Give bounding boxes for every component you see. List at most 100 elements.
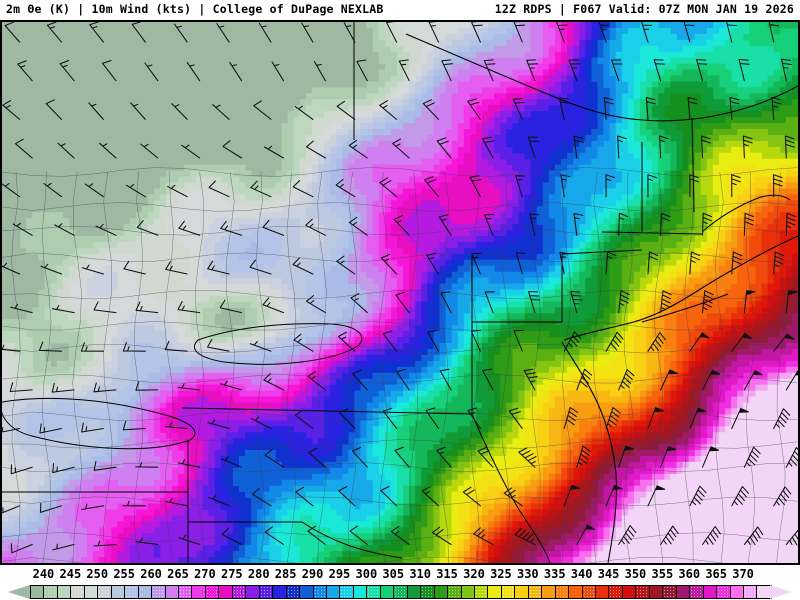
colorbar-swatch	[542, 586, 556, 598]
wind-barb	[10, 543, 33, 554]
colorbar-swatch	[501, 586, 516, 598]
wind-barb	[52, 463, 75, 474]
wind-barb	[611, 59, 623, 82]
wind-barb	[515, 175, 526, 198]
wind-barb	[164, 340, 188, 352]
wind-barb	[660, 369, 678, 391]
wind-barb	[89, 22, 104, 43]
wind-barb	[348, 216, 368, 236]
wind-barb	[338, 486, 356, 507]
colorbar-tick-label: 325	[490, 567, 512, 581]
wind-barb	[560, 174, 571, 198]
wind-barb	[229, 61, 243, 82]
wind-barb	[81, 264, 104, 275]
colorbar-swatch	[434, 586, 449, 598]
boundary-line	[691, 117, 695, 213]
wind-barb	[2, 262, 21, 275]
wind-barb	[263, 145, 285, 159]
thetae-band	[2, 22, 398, 374]
wind-barb	[81, 422, 104, 433]
colorbar-tick-label: 290	[301, 567, 324, 581]
wind-barb	[726, 22, 737, 43]
colorbar-swatch	[596, 586, 610, 598]
wind-barb	[305, 140, 326, 159]
wind-barb-layer	[2, 22, 798, 554]
wind-barb	[700, 135, 711, 159]
wind-barb	[605, 484, 623, 507]
wind-barb	[379, 177, 398, 198]
wind-barb	[394, 446, 410, 468]
wind-barb	[395, 291, 410, 314]
wind-barb	[123, 260, 146, 275]
wind-barb	[9, 382, 33, 393]
wind-barb	[294, 105, 314, 120]
wind-barb	[438, 214, 452, 236]
wind-barb	[513, 329, 524, 352]
wind-barb	[122, 500, 146, 507]
boundary-line	[701, 194, 791, 233]
wind-barb	[618, 525, 637, 546]
boundary-line	[2, 397, 196, 450]
wind-barb	[379, 100, 398, 120]
wind-barb	[696, 58, 708, 82]
wind-barb	[39, 423, 63, 434]
wind-barb	[559, 251, 570, 275]
thetae-band	[93, 22, 562, 563]
colorbar-tick-label: 360	[678, 567, 701, 581]
boundary-line	[471, 413, 551, 563]
colorbar-swatch	[367, 586, 381, 598]
colorbar-swatch	[259, 586, 274, 598]
wind-barb	[641, 22, 653, 43]
wind-barb	[570, 290, 583, 314]
wind-barb	[348, 139, 368, 159]
map-frame[interactable]	[0, 20, 800, 565]
wind-barb	[52, 543, 75, 551]
wind-barb	[423, 176, 440, 198]
wind-barb	[660, 212, 671, 236]
wind-barb	[45, 99, 63, 120]
colorbar-swatch	[394, 586, 408, 598]
thetae-band	[512, 295, 798, 563]
wind-barb	[689, 174, 699, 198]
colorbar-swatch	[717, 586, 731, 598]
wind-barb	[307, 370, 326, 391]
wind-barb	[51, 304, 75, 314]
colorbar-tick-labels: 240 245 250 255 260 265 270 275 280 285 290 295 300 3…	[0, 565, 800, 584]
wind-barb	[10, 303, 33, 314]
colorbar-swatch	[232, 586, 247, 598]
thetae-contour-fills	[2, 22, 798, 563]
colorbar-swatch	[273, 586, 287, 598]
wind-barb	[508, 407, 523, 430]
thetae-band	[451, 170, 798, 563]
wind-barb	[398, 59, 410, 82]
wind-barb	[250, 416, 272, 430]
thetae-band	[2, 22, 532, 563]
boundary-line	[563, 235, 798, 341]
thetae-band	[482, 212, 798, 563]
wind-barb	[785, 212, 796, 236]
wind-barb	[262, 297, 285, 314]
colorbar-tick-label: 330	[516, 567, 539, 581]
wind-barb	[503, 487, 523, 507]
wind-barb	[743, 526, 764, 546]
colorbar-low-cap	[8, 585, 30, 599]
wind-barb	[771, 96, 782, 120]
map-canvas[interactable]	[2, 22, 798, 563]
wind-barb	[780, 58, 792, 82]
colorbar-tick-label: 270	[194, 567, 216, 581]
colorbar-swatch	[744, 586, 758, 598]
wind-barb	[131, 22, 146, 43]
wind-barb	[701, 446, 720, 468]
colorbar-swatch	[676, 586, 691, 598]
wind-barb	[208, 495, 230, 507]
wind-barb	[380, 485, 398, 507]
wind-barb	[88, 102, 104, 120]
wind-barb	[390, 525, 410, 546]
colorbar-swatch	[730, 586, 745, 598]
thetae-band	[463, 182, 798, 558]
wind-barb	[436, 446, 452, 468]
colorbar-swatch	[98, 586, 112, 598]
wind-barb	[351, 446, 368, 468]
wind-barb	[295, 486, 314, 507]
